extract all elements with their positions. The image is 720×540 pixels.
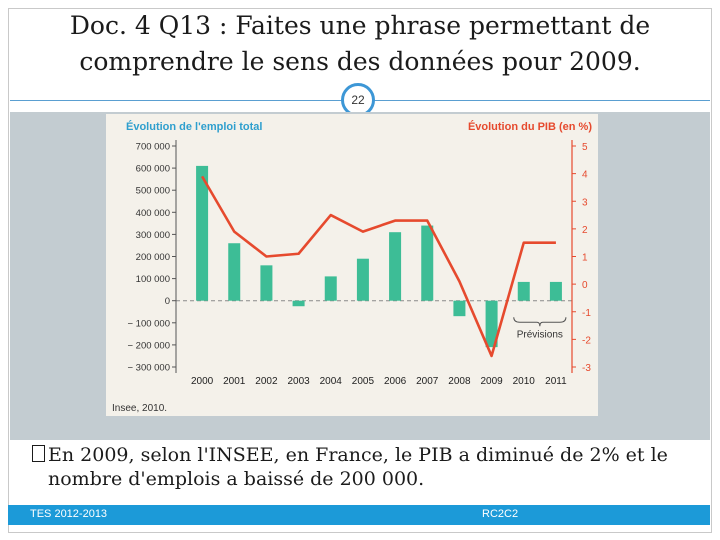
gdp-line [200, 175, 556, 358]
x-axis-label-2010: 2010 [513, 376, 536, 387]
employment-bar-2002 [260, 265, 273, 301]
left-axis-tick-label: 200 000 [136, 252, 170, 263]
employment-bar-2000 [196, 165, 209, 301]
slide-number: 22 [341, 83, 375, 117]
x-axis-label-2009: 2009 [480, 376, 503, 387]
x-axis-label-2003: 2003 [287, 376, 310, 387]
footer-left-text: TES 2012-2013 [30, 508, 108, 520]
left-axis-tick-label: 0 [165, 296, 170, 307]
left-axis-tick-label: 400 000 [136, 208, 170, 219]
x-axis-label-2008: 2008 [448, 376, 471, 387]
left-axis-tick-label: − 300 000 [127, 363, 170, 374]
left-axis-tick-label: 700 000 [136, 142, 170, 153]
left-axis-tick-label: − 100 000 [127, 318, 170, 329]
x-axis-label-2000: 2000 [191, 376, 214, 387]
chart-source: Insee, 2010. [112, 403, 167, 414]
right-axis-tick-label: 0 [582, 280, 588, 291]
slide-frame [8, 8, 712, 533]
employment-bar-2009 [485, 300, 498, 348]
right-axis-tick-label: -3 [582, 363, 591, 374]
forecast-label: Prévisions [517, 329, 563, 340]
left-axis-tick-label: 500 000 [136, 186, 170, 197]
chart-image: Évolution de l'emploi total Évolution du … [106, 114, 598, 416]
employment-bar-2011 [549, 281, 562, 301]
employment-bar-2004 [324, 276, 337, 301]
footer-bar: TES 2012-2013 RC2C2 [8, 505, 710, 525]
bullet-point: En 2009, selon l'INSEE, en France, le PI… [32, 443, 697, 491]
left-axis-tick-label: 600 000 [136, 164, 170, 175]
chart-svg: Évolution de l'emploi total Évolution du … [112, 120, 592, 414]
x-axis-label-2011: 2011 [545, 376, 567, 387]
x-axis-label-2005: 2005 [352, 376, 375, 387]
x-axis-label-2006: 2006 [384, 376, 407, 387]
forecast-brace [513, 317, 567, 327]
employment-bar-2010 [517, 281, 530, 301]
left-axis-tick-label: 100 000 [136, 274, 170, 285]
x-axis-label-2007: 2007 [416, 376, 439, 387]
x-axis-label-2001: 2001 [223, 376, 246, 387]
chart-title-left: Évolution de l'emploi total [126, 120, 262, 133]
right-axis-tick-label: 2 [582, 225, 588, 236]
footer-center-text: RC2C2 [482, 508, 519, 520]
employment-bar-2006 [389, 232, 402, 301]
right-axis-tick-label: -1 [582, 308, 591, 319]
right-axis-tick-label: -2 [582, 335, 591, 346]
employment-bar-2003 [292, 300, 305, 307]
employment-bar-2007 [421, 225, 434, 301]
slide-title: Doc. 4 Q13 : Faites une phrase permettan… [69, 11, 651, 76]
left-axis-tick-label: − 200 000 [127, 340, 170, 351]
chart-title-right: Évolution du PIB (en %) [468, 120, 592, 133]
right-axis-tick-label: 5 [582, 142, 588, 153]
x-axis-label-2002: 2002 [255, 376, 278, 387]
employment-bar-2005 [356, 258, 369, 301]
right-axis-tick-label: 4 [582, 170, 588, 181]
employment-bar-2001 [228, 243, 241, 301]
left-axis-tick-label: 300 000 [136, 230, 170, 241]
bullet-text: En 2009, selon l'INSEE, en France, le PI… [48, 444, 668, 490]
bullet-marker-icon [32, 445, 45, 462]
employment-bar-2008 [453, 300, 466, 317]
right-axis-tick-label: 1 [582, 253, 588, 264]
x-axis-label-2004: 2004 [320, 376, 343, 387]
right-axis-tick-label: 3 [582, 197, 588, 208]
